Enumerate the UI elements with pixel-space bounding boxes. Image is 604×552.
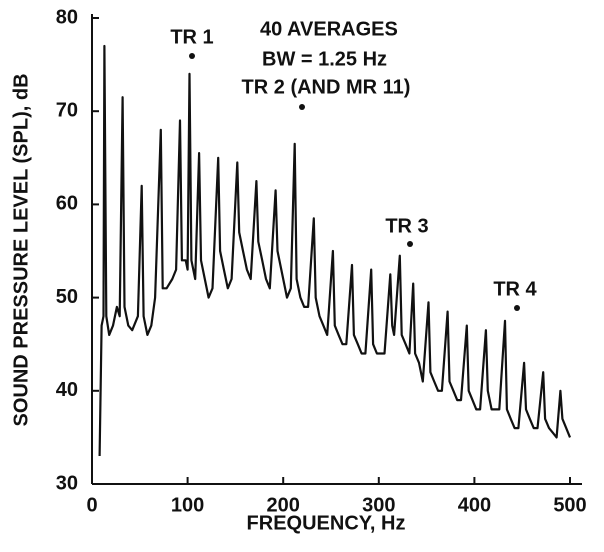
y-tick-label: 70 [56,99,78,121]
y-axis-label: SOUND PRESSURE LEVEL (SPL), dB [10,73,32,426]
y-tick-label: 80 [56,6,78,28]
x-tick-label: 400 [458,494,491,516]
annotation: TR 2 (AND MR 11) [242,76,411,98]
y-tick-label: 40 [56,379,78,401]
annotation-dot [189,53,195,59]
x-axis-label: FREQUENCY, Hz [247,512,406,534]
annotation: TR 4 [493,278,537,300]
x-tick-label: 100 [171,494,204,516]
x-tick-label: 200 [267,494,300,516]
annotation-dot [407,241,413,247]
annotation-dot [514,305,520,311]
annotation: BW = 1.25 Hz [262,48,387,70]
annotation: TR 1 [170,26,213,48]
y-tick-label: 60 [56,193,78,215]
annotation: 40 AVERAGES [260,18,398,40]
y-tick-label: 50 [56,286,78,308]
x-tick-label: 300 [362,494,395,516]
annotation-dot [299,104,305,110]
annotation: TR 3 [385,215,428,237]
y-tick-label: 30 [56,472,78,494]
x-tick-label: 500 [553,494,586,516]
x-tick-label: 0 [86,494,97,516]
spectrum-line [98,44,572,457]
